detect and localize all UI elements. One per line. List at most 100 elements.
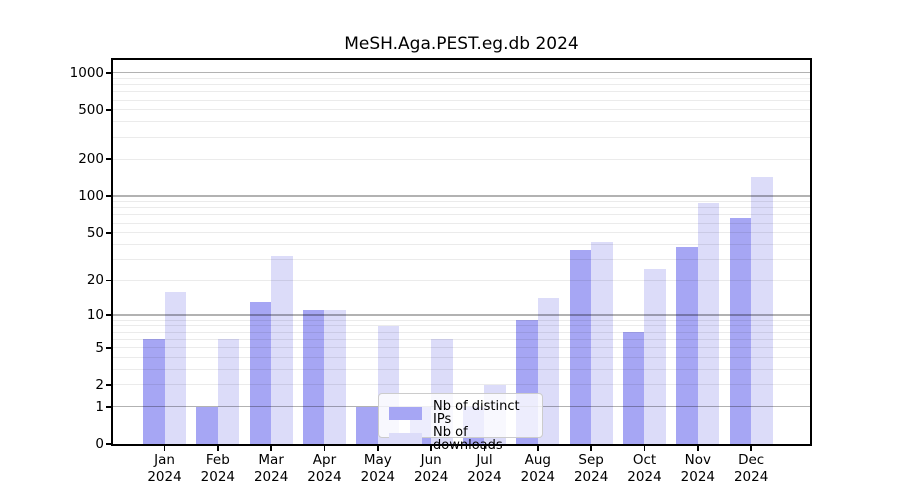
gridline-minor-3 — [113, 369, 810, 371]
x-tick-label-sep: Sep 2024 — [551, 452, 631, 486]
plot-area: Nb of distinct IPs Nb of downloads — [113, 60, 810, 452]
y-tick-label-0: 0 — [95, 436, 104, 452]
y-tick-label-1000: 1000 — [69, 64, 104, 81]
y-tick-label-10: 10 — [86, 307, 104, 324]
bar-downloads-sep — [591, 241, 613, 444]
x-tick-month: May — [363, 452, 392, 468]
bar-distinct-ips-may — [356, 406, 378, 444]
x-tick-year: 2024 — [733, 469, 769, 485]
legend-swatch-distinct-ips — [389, 406, 422, 420]
gridline-major-1000 — [113, 71, 810, 74]
gridline-minor-2 — [113, 384, 810, 386]
x-tick-label-mar: Mar 2024 — [231, 452, 311, 486]
gridline-major-10 — [113, 314, 810, 316]
y-tick-mark-10 — [106, 314, 113, 316]
chart-title: MeSH.Aga.PEST.eg.db 2024 — [344, 34, 579, 54]
y-tick-mark-5 — [106, 346, 113, 349]
y-tick-label-50: 50 — [86, 224, 104, 241]
x-tick-label-dec: Dec 2024 — [711, 452, 791, 486]
x-tick-month: Nov — [684, 452, 711, 468]
gridline-minor-500 — [113, 109, 810, 111]
x-tick-month: Sep — [578, 452, 604, 468]
y-tick-label-500: 500 — [78, 101, 104, 118]
gridline-minor-6 — [113, 338, 810, 340]
x-tick-month: Mar — [258, 452, 284, 468]
legend-entry-downloads: Nb of downloads — [389, 426, 532, 452]
gridline-minor-800 — [113, 84, 810, 86]
y-tick-mark-100 — [106, 195, 113, 197]
x-tick-year: 2024 — [360, 469, 395, 485]
gridline-minor-5 — [113, 347, 810, 349]
y-tick-mark-1 — [106, 405, 113, 408]
x-tick-label-aug: Aug 2024 — [498, 452, 578, 486]
y-tick-label-2: 2 — [95, 376, 104, 393]
gridline-minor-600 — [113, 99, 810, 101]
y-tick-mark-2 — [106, 384, 113, 386]
x-tick-mark-apr — [323, 446, 326, 451]
x-tick-label-jan: Jan 2024 — [125, 452, 205, 486]
x-tick-year: 2024 — [307, 469, 342, 485]
x-tick-month: Aug — [524, 452, 552, 468]
x-tick-month: Jul — [476, 452, 493, 468]
x-tick-year: 2024 — [520, 469, 555, 485]
x-tick-month: Apr — [312, 452, 337, 468]
y-tick-mark-1000 — [106, 71, 113, 74]
bar-downloads-feb — [217, 339, 240, 444]
gridline-minor-8 — [113, 325, 810, 327]
legend: Nb of distinct IPs Nb of downloads — [378, 393, 543, 452]
y-tick-label-200: 200 — [78, 151, 104, 168]
y-tick-mark-50 — [106, 231, 113, 234]
bar-downloads-mar — [271, 256, 293, 444]
y-tick-label-100: 100 — [78, 187, 104, 204]
x-tick-year: 2024 — [200, 469, 235, 485]
y-tick-mark-0 — [106, 443, 113, 445]
x-tick-mark-nov — [697, 446, 699, 451]
y-tick-mark-500 — [106, 109, 113, 111]
gridline-minor-9 — [113, 319, 810, 321]
bar-distinct-ips-dec — [729, 218, 752, 444]
gridline-minor-60 — [113, 222, 810, 224]
bar-distinct-ips-sep — [569, 249, 592, 444]
x-tick-mark-sep — [590, 446, 592, 451]
x-tick-month: Dec — [738, 452, 765, 468]
x-tick-label-oct: Oct 2024 — [604, 452, 684, 486]
x-tick-mark-jul — [483, 446, 486, 451]
legend-label-downloads: Nb of downloads — [433, 425, 503, 453]
legend-entry-distinct-ips: Nb of distinct IPs — [389, 400, 532, 426]
bar-distinct-ips-feb — [196, 406, 218, 444]
gridline-minor-70 — [113, 214, 810, 216]
x-tick-mark-aug — [537, 446, 539, 451]
x-tick-year: 2024 — [680, 469, 715, 485]
x-tick-mark-may — [377, 446, 379, 451]
x-tick-label-may: May 2024 — [338, 452, 418, 486]
x-tick-label-apr: Apr 2024 — [284, 452, 364, 486]
gridline-minor-50 — [113, 232, 810, 234]
x-tick-year: 2024 — [413, 469, 449, 485]
x-tick-month: Jun — [420, 452, 442, 468]
bar-downloads-jan — [164, 291, 186, 444]
y-tick-mark-200 — [106, 158, 113, 160]
bar-downloads-oct — [644, 268, 666, 444]
x-tick-mark-jan — [163, 446, 166, 451]
bar-downloads-apr — [324, 310, 346, 444]
x-tick-month: Feb — [205, 452, 230, 468]
grid-layer — [113, 60, 810, 444]
x-tick-label-jun: Jun 2024 — [391, 452, 471, 486]
gridline-minor-900 — [113, 77, 810, 79]
x-tick-label-jul: Jul 2024 — [444, 452, 524, 486]
x-tick-mark-jun — [430, 446, 432, 451]
bar-distinct-ips-nov — [676, 247, 698, 444]
x-tick-year: 2024 — [467, 469, 502, 485]
gridline-minor-200 — [113, 158, 810, 160]
x-tick-mark-mar — [270, 446, 272, 451]
bar-distinct-ips-apr — [302, 310, 325, 444]
legend-label-distinct-ips: Nb of distinct IPs — [433, 399, 520, 427]
y-tick-label-20: 20 — [86, 272, 104, 289]
bar-downloads-aug — [537, 298, 560, 444]
gridline-minor-80 — [113, 207, 810, 209]
x-tick-month: Oct — [632, 452, 657, 468]
bar-downloads-nov — [697, 202, 720, 444]
gridline-minor-7 — [113, 331, 810, 333]
gridline-minor-40 — [113, 243, 810, 245]
x-tick-year: 2024 — [147, 469, 182, 485]
